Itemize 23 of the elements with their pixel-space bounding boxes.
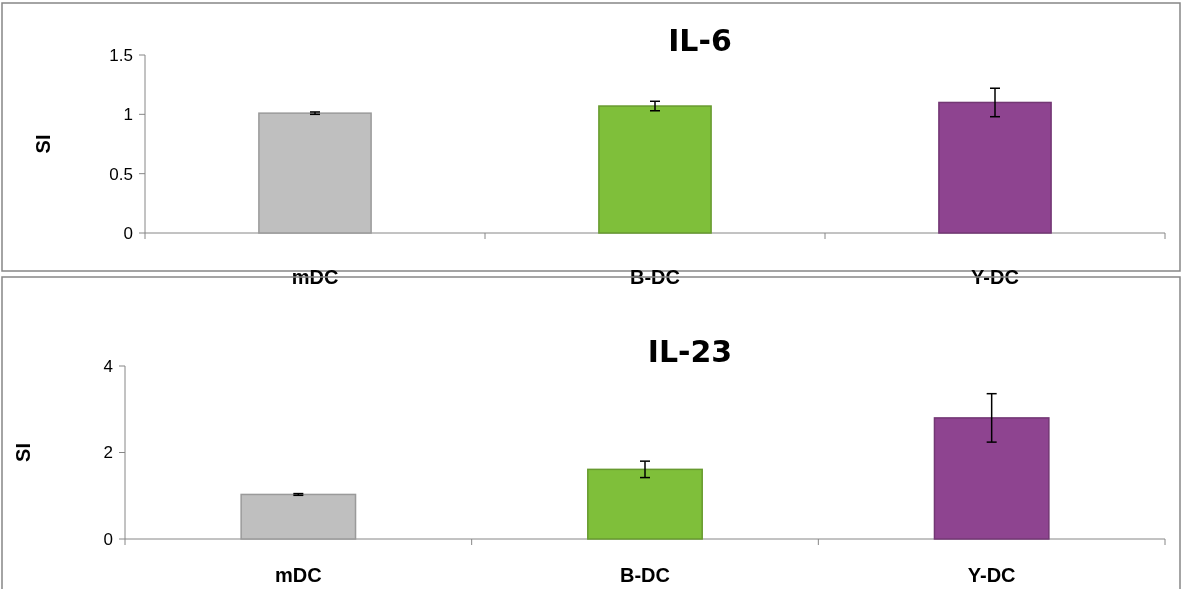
bar	[938, 101, 1052, 234]
y-axis-title: SI	[12, 443, 34, 462]
y-tick-label: 0	[123, 223, 133, 243]
x-tick-label: Y-DC	[967, 564, 1016, 586]
chart-title: IL-23	[647, 334, 733, 369]
bar	[598, 105, 712, 234]
y-tick-label: 1.5	[109, 45, 133, 65]
bar	[258, 112, 372, 234]
chart-title: IL-6	[668, 23, 732, 58]
y-tick-label: 0	[103, 529, 113, 549]
x-tick-label: B-DC	[630, 266, 680, 288]
y-axis-title: SI	[32, 134, 54, 154]
bar	[587, 468, 703, 540]
bar	[240, 493, 357, 540]
x-tick-label: mDC	[275, 564, 322, 586]
x-tick-label: B-DC	[620, 564, 670, 586]
y-tick-label: 4	[103, 356, 113, 376]
x-tick-label: mDC	[291, 266, 339, 288]
y-tick-label: 2	[103, 443, 113, 463]
bar	[933, 417, 1050, 540]
y-tick-label: 0.5	[109, 164, 133, 184]
y-tick-label: 1	[123, 105, 133, 125]
x-tick-label: Y-DC	[971, 266, 1019, 288]
